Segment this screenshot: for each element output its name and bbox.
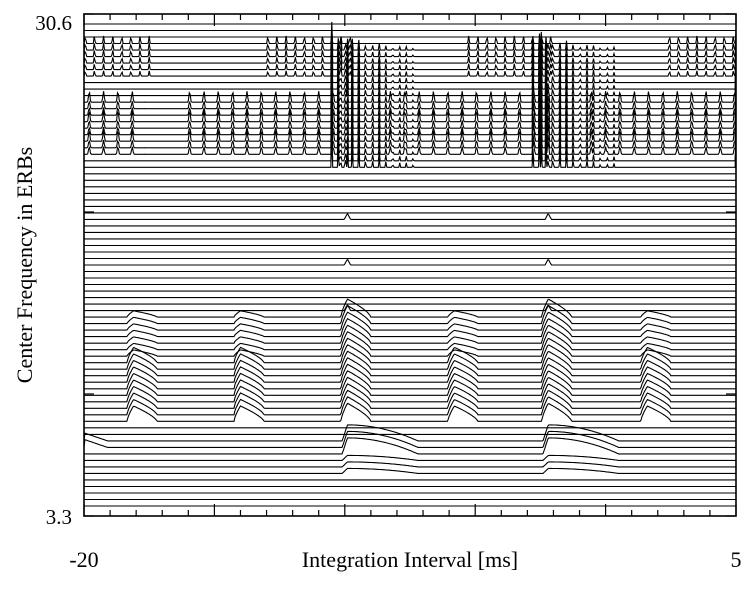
channel-trace xyxy=(84,357,736,377)
channel-trace xyxy=(83,42,737,78)
channel-trace xyxy=(84,402,736,422)
y-tick-label-top: 30.6 xyxy=(35,11,72,35)
channel-trace xyxy=(83,28,737,59)
channel-trace xyxy=(84,350,736,370)
channel-trace xyxy=(84,344,736,364)
channel-trace xyxy=(84,454,736,461)
channel-trace xyxy=(84,324,736,344)
channel-trace xyxy=(83,424,736,442)
channel-trace xyxy=(84,376,736,396)
x-axis-label: Integration Interval [ms] xyxy=(302,547,518,572)
channel-trace xyxy=(84,337,736,357)
channel-trace xyxy=(83,21,737,53)
channel-trace xyxy=(84,125,737,155)
channel-trace xyxy=(84,383,736,403)
channel-trace xyxy=(84,99,737,129)
channel-trace xyxy=(84,370,736,390)
channel-trace xyxy=(84,105,737,136)
y-axis-label: Center Frequency in ERBs xyxy=(12,147,37,383)
y-tick-label-bottom: 3.3 xyxy=(46,505,72,529)
channel-trace xyxy=(84,396,736,416)
channel-trace xyxy=(84,139,737,168)
channel-trace xyxy=(84,363,736,383)
channel-trace xyxy=(84,132,737,162)
channel-trace xyxy=(83,430,736,448)
channel-trace xyxy=(83,35,737,65)
x-tick-label-right: 5 xyxy=(731,547,742,572)
channel-trace xyxy=(84,67,737,97)
channel-trace xyxy=(84,212,736,220)
channel-trace xyxy=(84,437,736,455)
channel-trace xyxy=(84,461,736,468)
channel-trace xyxy=(84,258,736,266)
channel-trace xyxy=(84,79,737,110)
channel-trace xyxy=(84,467,736,474)
channel-trace xyxy=(84,92,737,123)
channel-trace xyxy=(83,35,736,45)
x-tick-label-left: -20 xyxy=(69,547,98,572)
channel-trace xyxy=(84,317,736,338)
channel-trace xyxy=(84,304,736,325)
channel-trace xyxy=(84,54,737,84)
channel-trace xyxy=(84,389,736,409)
channel-trace xyxy=(84,298,736,318)
axis-ticks xyxy=(83,13,737,517)
channel-trace xyxy=(84,61,737,90)
channel-trace xyxy=(83,35,737,72)
plot-frame-rect xyxy=(83,13,737,517)
channel-trace xyxy=(84,86,737,116)
channel-trace xyxy=(84,304,736,312)
channel-trace xyxy=(84,331,736,351)
channel-trace xyxy=(84,111,737,142)
plot-frame xyxy=(83,13,737,517)
channel-trace xyxy=(84,118,737,149)
channel-trace xyxy=(84,311,736,331)
channel-trace xyxy=(84,72,737,103)
channel-traces xyxy=(83,21,737,507)
